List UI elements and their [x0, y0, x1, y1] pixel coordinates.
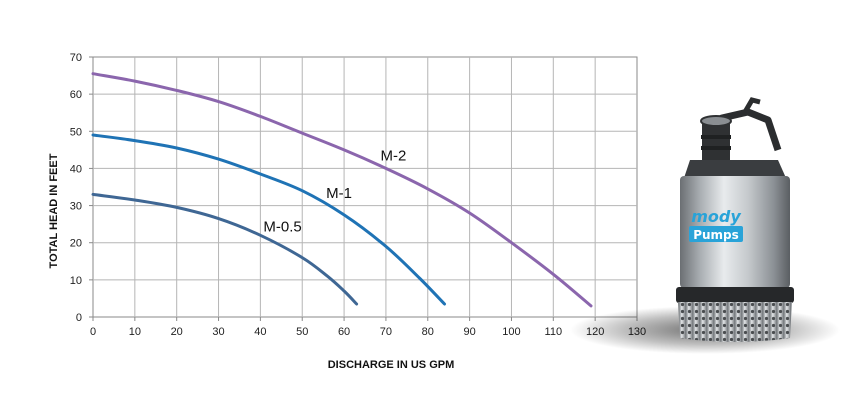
y-tick-label: 20	[70, 238, 82, 250]
y-tick-label: 30	[70, 201, 82, 213]
series-line-m-0-5	[91, 192, 359, 306]
x-tick-label: 100	[502, 326, 520, 338]
plot-area	[92, 56, 638, 318]
y-tick-label: 0	[76, 312, 82, 324]
y-tick-label: 10	[70, 275, 82, 287]
series-label-m-2: M-2	[381, 148, 407, 165]
x-tick-label: 80	[422, 326, 434, 338]
x-tick-label: 110	[545, 326, 563, 338]
pump-cable	[742, 97, 761, 114]
x-tick-label: 90	[463, 326, 475, 338]
y-tick-label: 50	[70, 126, 82, 138]
brand-logo-bottom: Pumps	[693, 228, 739, 242]
y-axis-title: TOTAL HEAD IN FEET	[48, 153, 60, 268]
pump-strainer	[678, 302, 792, 342]
brand-logo-band	[689, 226, 743, 242]
series-line-m-1	[91, 133, 446, 306]
x-tick-label: 30	[212, 326, 224, 338]
series-line-m-2	[91, 72, 593, 308]
x-tick-label: 50	[296, 326, 308, 338]
x-tick-label: 20	[171, 326, 183, 338]
series-label-m-0-5: M-0.5	[263, 218, 301, 235]
x-axis-title: DISCHARGE IN US GPM	[328, 359, 455, 371]
x-tick-label: 10	[129, 326, 141, 338]
y-tick-label: 70	[70, 52, 82, 64]
pump-image: mody Pumps	[570, 97, 840, 354]
pump-cap	[684, 160, 786, 178]
x-tick-label: 70	[380, 326, 392, 338]
x-tick-label: 60	[338, 326, 350, 338]
pump-band	[676, 287, 794, 303]
y-tick-label: 60	[70, 89, 82, 101]
x-tick-label: 0	[90, 326, 96, 338]
x-tick-label: 40	[254, 326, 266, 338]
series-label-m-1: M-1	[326, 185, 352, 202]
y-tick-label: 40	[70, 163, 82, 175]
brand-logo-top: mody	[691, 207, 741, 226]
